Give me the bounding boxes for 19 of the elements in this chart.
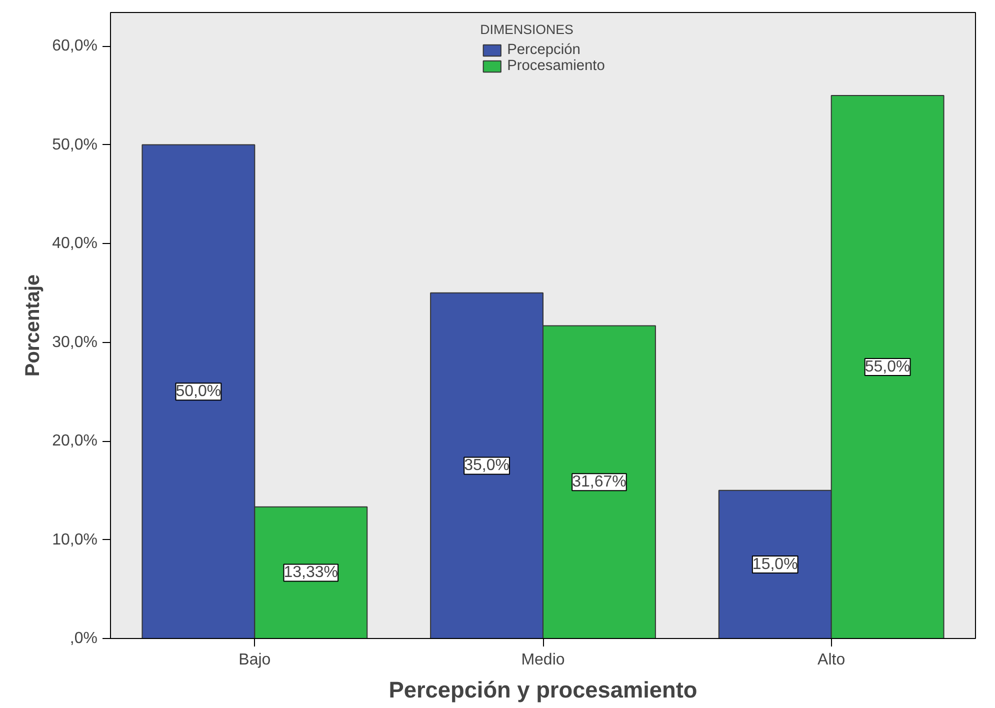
x-tick-label: Bajo — [238, 652, 271, 668]
y-tick-label: 60,0% — [52, 38, 98, 55]
x-axis-title: Percepción y procesamiento — [388, 676, 698, 702]
x-tick-label: Alto — [818, 652, 846, 668]
y-axis-title: Porcentaje — [22, 274, 44, 377]
legend-title: DIMENSIONES — [480, 22, 574, 37]
data-label: 50,0% — [176, 383, 222, 400]
y-tick-label: 10,0% — [52, 531, 98, 548]
legend-label: Percepción — [507, 42, 580, 58]
legend-label: Procesamiento — [507, 58, 605, 74]
x-tick-label: Medio — [521, 652, 565, 668]
y-tick-label: 20,0% — [52, 432, 98, 450]
y-tick-label: 50,0% — [52, 136, 98, 154]
y-tick-label: 40,0% — [52, 235, 98, 252]
data-label: 35,0% — [464, 457, 510, 474]
y-tick-label: ,0% — [70, 630, 98, 647]
data-label: 13,33% — [284, 564, 338, 582]
y-tick-label: 30,0% — [52, 334, 98, 351]
data-label: 31,67% — [572, 474, 626, 491]
